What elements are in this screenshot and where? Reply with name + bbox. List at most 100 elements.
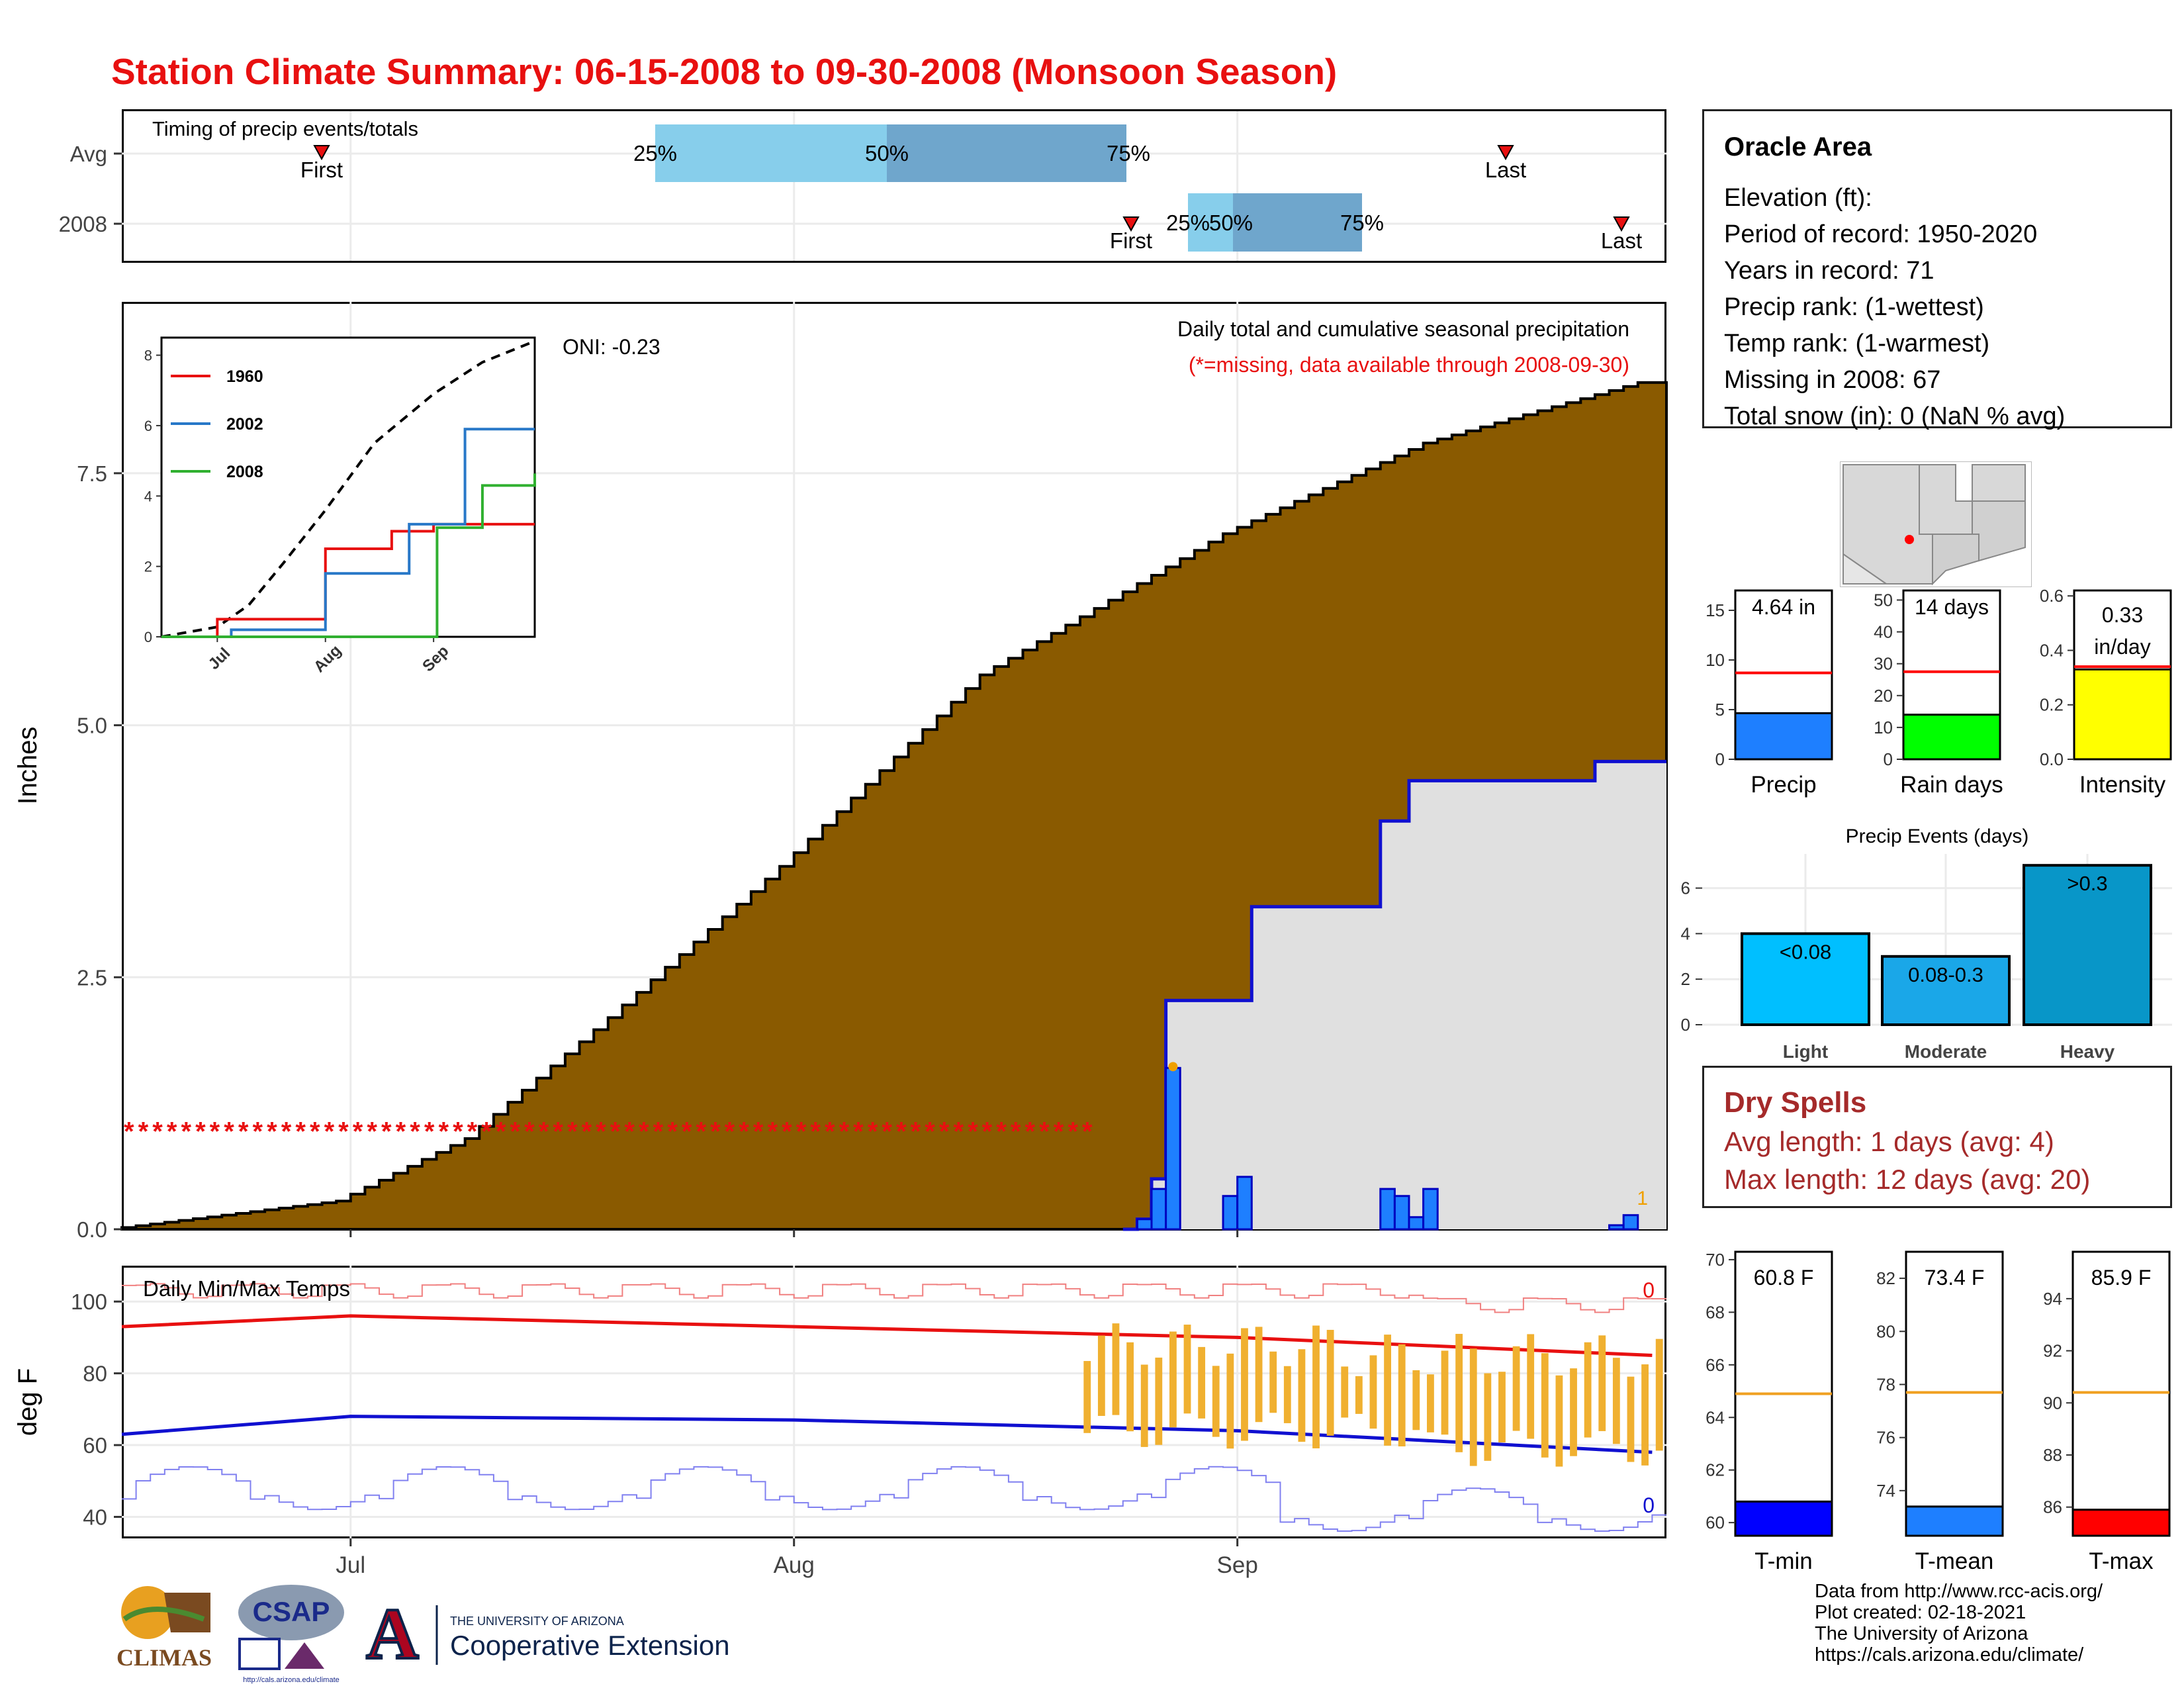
missing-day-marker: * bbox=[739, 1117, 749, 1147]
footer-line: The University of Arizona bbox=[1815, 1623, 2028, 1644]
mini-bar-tick-label: 0.2 bbox=[2040, 695, 2064, 715]
missing-day-marker: * bbox=[696, 1117, 706, 1147]
station-line: Elevation (ft): bbox=[1724, 184, 1872, 212]
daily-temp-bar bbox=[1212, 1366, 1220, 1437]
location-map bbox=[1840, 461, 2032, 587]
daily-temp-bar bbox=[1097, 1335, 1105, 1416]
daily-temp-bar bbox=[1584, 1342, 1592, 1438]
missing-day-marker: * bbox=[396, 1117, 406, 1147]
missing-day-marker: * bbox=[324, 1117, 335, 1147]
daily-temp-bar bbox=[1612, 1358, 1620, 1444]
temp-y-tick-label: 100 bbox=[71, 1289, 107, 1314]
missing-day-marker: * bbox=[582, 1117, 592, 1147]
events-y-tick-label: 0 bbox=[1681, 1015, 1690, 1035]
temp-bar-tick-label: 94 bbox=[2043, 1289, 2062, 1309]
daily-temp-bar bbox=[1398, 1344, 1406, 1447]
inset-series-line bbox=[161, 428, 535, 638]
inset-y-tick-label: 6 bbox=[144, 418, 152, 434]
daily-temp-bar bbox=[1183, 1325, 1191, 1414]
temp-bar-value: 60.8 F bbox=[1754, 1266, 1814, 1289]
station-line: Missing in 2008: 67 bbox=[1724, 366, 1941, 394]
dry-spells-box: Dry Spells Avg length: 1 days (avg: 4) M… bbox=[1702, 1066, 2172, 1208]
station-location-marker bbox=[1905, 535, 1914, 544]
temp-y-tick-label: 80 bbox=[83, 1362, 107, 1386]
ua-logo-bottom: Cooperative Extension bbox=[450, 1630, 730, 1661]
daily-temp-bar bbox=[1512, 1346, 1520, 1431]
daily-temp-bar bbox=[1655, 1338, 1663, 1451]
daily-temp-bar bbox=[1469, 1348, 1477, 1466]
daily-temp-bar bbox=[1484, 1373, 1492, 1461]
footer-line: Plot created: 02-18-2021 bbox=[1815, 1602, 2026, 1623]
missing-day-marker: * bbox=[596, 1117, 606, 1147]
temp-bar bbox=[1734, 1500, 1833, 1537]
y-tick-label: 5.0 bbox=[77, 714, 107, 738]
daily-temp-bar bbox=[1412, 1370, 1420, 1430]
inset-series-line bbox=[161, 522, 535, 638]
inset-legend-label: 2008 bbox=[226, 463, 263, 481]
missing-day-marker: * bbox=[810, 1117, 821, 1147]
missing-day-marker: * bbox=[353, 1117, 363, 1147]
missing-day-marker: * bbox=[939, 1117, 950, 1147]
missing-day-marker: * bbox=[167, 1117, 177, 1147]
daily-temp-bar bbox=[1126, 1342, 1134, 1432]
mini-bar-value-unit: in/day bbox=[2094, 635, 2150, 659]
missing-note: (*=missing, data available through 2008-… bbox=[1189, 353, 1629, 377]
temp-bar-value: 73.4 F bbox=[1925, 1266, 1985, 1289]
station-name: Oracle Area bbox=[1724, 132, 1872, 162]
record-min-line bbox=[122, 1466, 1666, 1532]
mini-bar-value: 0.33 bbox=[2102, 603, 2143, 627]
daily-temp-bar bbox=[1541, 1353, 1549, 1458]
missing-day-marker: * bbox=[667, 1117, 678, 1147]
mini-bar bbox=[2073, 668, 2172, 761]
y-tick-label: 0.0 bbox=[77, 1217, 107, 1242]
daily-precip-bar bbox=[1393, 1195, 1410, 1231]
dry-spells-title: Dry Spells bbox=[1724, 1086, 1867, 1119]
missing-day-marker: * bbox=[682, 1117, 692, 1147]
missing-day-marker: * bbox=[710, 1117, 721, 1147]
mini-bar-tick-label: 15 bbox=[1706, 600, 1725, 620]
rain-count-label: 1 bbox=[1637, 1188, 1648, 1209]
mini-bar-tick-label: 0.0 bbox=[2040, 749, 2064, 769]
temp-bar-label: T-mean bbox=[1915, 1548, 1994, 1574]
events-bar-label: <0.08 bbox=[1780, 940, 1831, 963]
climas-logo-text: CLIMAS bbox=[116, 1644, 212, 1671]
timing-2008-p50: 50% bbox=[1209, 211, 1253, 235]
temp-bar-value: 85.9 F bbox=[2091, 1266, 2152, 1289]
last-avg-label: Last bbox=[1485, 158, 1526, 182]
missing-day-marker: * bbox=[210, 1117, 220, 1147]
daily-temp-bar bbox=[1255, 1327, 1263, 1423]
missing-day-marker: * bbox=[539, 1117, 549, 1147]
missing-day-marker: * bbox=[1082, 1117, 1093, 1147]
timing-avg-iqr-high bbox=[887, 124, 1126, 182]
temp-y-tick-label: 40 bbox=[83, 1505, 107, 1529]
mini-bar bbox=[1734, 712, 1833, 761]
mini-bar-value: 14 days bbox=[1915, 595, 1989, 619]
temp-bar-label: T-min bbox=[1754, 1548, 1813, 1574]
daily-temp-bar bbox=[1269, 1351, 1277, 1413]
daily-temp-bar bbox=[1198, 1346, 1206, 1419]
daily-temp-bar bbox=[1555, 1375, 1563, 1467]
csap-logo: CSAP http://cals.arizona.edu/climate bbox=[238, 1585, 344, 1684]
missing-day-marker: * bbox=[1054, 1117, 1064, 1147]
missing-day-marker: * bbox=[782, 1117, 792, 1147]
missing-day-marker: * bbox=[224, 1117, 234, 1147]
avg-max-temp-line bbox=[121, 1314, 1653, 1358]
missing-day-marker: * bbox=[267, 1117, 277, 1147]
mini-bar-tick-label: 20 bbox=[1874, 686, 1893, 706]
events-category-label: Light bbox=[1783, 1041, 1828, 1062]
temps-label: Daily Min/Max Temps bbox=[143, 1276, 350, 1301]
missing-day-marker: * bbox=[925, 1117, 935, 1147]
temp-bar-tick-label: 70 bbox=[1706, 1250, 1725, 1270]
inset-series-line bbox=[161, 473, 536, 638]
last-2008-marker bbox=[1613, 216, 1630, 232]
missing-day-marker: * bbox=[195, 1117, 206, 1147]
oni-label: ONI: -0.23 bbox=[563, 335, 660, 359]
missing-day-marker: * bbox=[796, 1117, 807, 1147]
missing-day-marker: * bbox=[424, 1117, 435, 1147]
first-2008-marker bbox=[1122, 216, 1140, 232]
missing-day-marker: * bbox=[911, 1117, 921, 1147]
mini-bar-tick-label: 10 bbox=[1706, 650, 1725, 670]
temp-y-tick-label: 60 bbox=[83, 1433, 107, 1458]
